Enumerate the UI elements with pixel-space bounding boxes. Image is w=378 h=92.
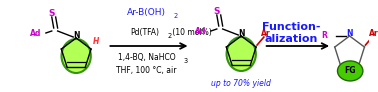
Text: 3: 3: [184, 58, 188, 64]
Text: Ar: Ar: [261, 29, 271, 38]
Ellipse shape: [338, 61, 363, 81]
Text: R: R: [321, 31, 327, 40]
Text: N: N: [238, 30, 245, 38]
Text: S: S: [48, 8, 55, 17]
Text: alization: alization: [264, 34, 318, 44]
Text: Ad: Ad: [195, 28, 206, 37]
Ellipse shape: [226, 37, 256, 71]
Text: Pd(TFA): Pd(TFA): [130, 28, 159, 37]
Text: THF, 100 °C, air: THF, 100 °C, air: [116, 66, 177, 75]
Text: N: N: [346, 30, 353, 38]
Text: up to 70% yield: up to 70% yield: [211, 79, 271, 88]
Text: Ad: Ad: [29, 30, 41, 38]
Text: (10 mol%): (10 mol%): [170, 28, 212, 37]
Text: Ar-B(OH): Ar-B(OH): [127, 8, 166, 17]
Text: S: S: [214, 7, 220, 15]
Text: N: N: [73, 31, 79, 40]
Text: H: H: [93, 37, 99, 46]
Text: Ar: Ar: [369, 29, 378, 38]
Ellipse shape: [62, 39, 91, 73]
Text: FG: FG: [344, 66, 356, 75]
Text: 2: 2: [168, 33, 172, 39]
Text: Function-: Function-: [262, 22, 320, 32]
Text: 1,4-BQ, NaHCO: 1,4-BQ, NaHCO: [118, 53, 175, 62]
Text: 2: 2: [174, 13, 178, 19]
